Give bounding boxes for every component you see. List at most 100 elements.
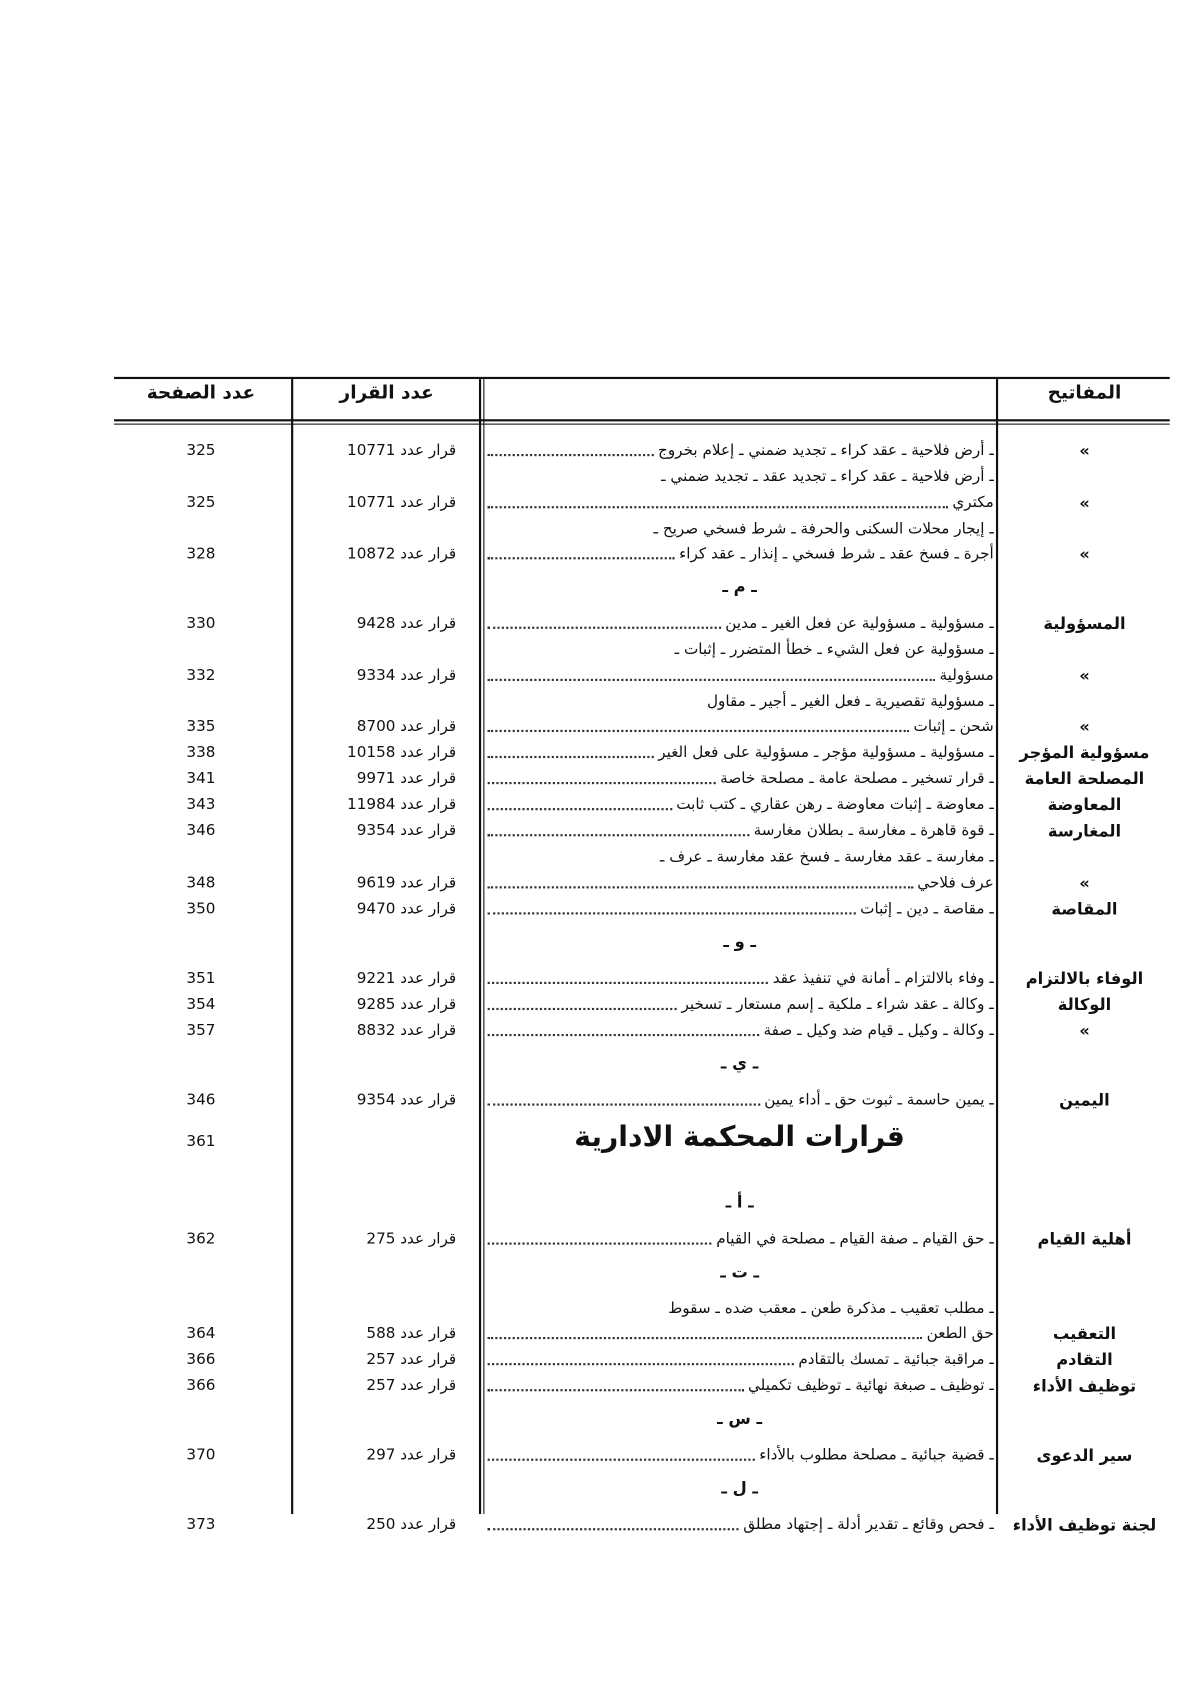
- description-line: عرف فلاحي: [485, 871, 994, 895]
- page-number: 325: [186, 493, 216, 512]
- description-text: أجرة ـ فسخ عقد ـ شرط فسخي ـ إنذار ـ عقد …: [679, 545, 994, 563]
- keyword: المصلحة العامة: [1024, 768, 1145, 789]
- keyword: »: [1079, 492, 1090, 513]
- description-line: ـ إيجار محلات السكنى والحرفة ـ شرط فسخي …: [485, 516, 994, 540]
- section-letter: ـ ل ـ: [721, 1478, 758, 1498]
- description-line: مسؤولية: [485, 663, 994, 687]
- decision-number: قرار عدد 297: [366, 1446, 457, 1465]
- column-rule: [483, 379, 485, 1515]
- decision-number: قرار عدد 9428: [356, 614, 457, 633]
- description-line: ـ أرض فلاحية ـ عقد كراء ـ تجديد عقد ـ تج…: [485, 465, 994, 489]
- decision-number: قرار عدد 8700: [356, 717, 457, 736]
- description-text: ـ مراقبة جبائية ـ تمسك بالتقادم: [798, 1351, 994, 1369]
- column-rule: [291, 379, 294, 1515]
- decision-number: قرار عدد 9221: [356, 969, 457, 987]
- description-line: ـ مسؤولية ـ مسؤولية عن فعل الغير ـ مدين: [485, 611, 994, 635]
- page-number: 364: [186, 1325, 216, 1343]
- description-line: حق الطعن: [485, 1322, 994, 1346]
- decision-number: قرار عدد 9470: [356, 899, 457, 918]
- section-letter: ـ ت ـ: [720, 1261, 760, 1282]
- description-text: ـ أرض فلاحية ـ عقد كراء ـ تجديد عقد ـ تج…: [661, 468, 994, 486]
- dot-leader: [487, 1018, 760, 1036]
- dot-leader: [487, 439, 654, 457]
- description-line: ـ وكالة ـ وكيل ـ قيام ضد وكيل ـ صفة: [485, 1018, 994, 1042]
- description-line: ـ أرض فلاحية ـ عقد كراء ـ تجديد ضمني ـ إ…: [485, 439, 994, 463]
- dot-leader: [487, 1348, 794, 1366]
- page-number: 335: [186, 717, 216, 736]
- description-text: ـ مطلب تعقيب ـ مذكرة طعن ـ معقب ضده ـ سق…: [668, 1299, 994, 1317]
- description-line: ـ فحص وقائع ـ تقدير أدلة ـ إجتهاد مطلق: [485, 1513, 994, 1537]
- description-text: ـ معاوضة ـ إثبات معاوضة ـ رهن عقاري ـ كت…: [676, 796, 994, 814]
- description-line: ـ معاوضة ـ إثبات معاوضة ـ رهن عقاري ـ كت…: [485, 793, 994, 817]
- dot-leader: [487, 871, 913, 888]
- page-number: 370: [186, 1446, 216, 1465]
- decision-number: قرار عدد 9354: [356, 822, 457, 840]
- dot-leader: [487, 1513, 739, 1531]
- dot-leader: [487, 992, 678, 1010]
- description-line: ـ قضية جبائية ـ مصلحة مطلوب بالأداء: [485, 1443, 994, 1467]
- decision-number: قرار عدد 250: [366, 1516, 457, 1534]
- decision-number: قرار عدد 8832: [356, 1021, 457, 1039]
- description-text: ـ مسؤولية تقصيرية ـ فعل الغير ـ أجير ـ م…: [706, 692, 994, 710]
- page-number: 354: [186, 995, 216, 1013]
- decision-number: قرار عدد 9354: [356, 1090, 457, 1109]
- decision-number: قرار عدد 11984: [347, 796, 457, 814]
- page-number: 366: [186, 1377, 216, 1395]
- description-text: ـ وكالة ـ وكيل ـ قيام ضد وكيل ـ صفة: [763, 1021, 994, 1039]
- description-line: ـ يمين حاسمة ـ ثبوت حق ـ أداء يمين: [485, 1088, 994, 1112]
- description-line: ـ مسؤولية ـ مسؤولية مؤجر ـ مسؤولية على ف…: [485, 741, 994, 765]
- description-text: ـ حق القيام ـ صفة القيام ـ مصلحة في القي…: [716, 1230, 994, 1248]
- dot-leader: [487, 715, 910, 733]
- page-number: 325: [186, 442, 216, 460]
- page-number: 346: [186, 822, 216, 840]
- keyword: الوفاء بالالتزام: [1025, 968, 1144, 988]
- keyword: سير الدعوى: [1036, 1445, 1133, 1466]
- decision-number: قرار عدد 10771: [347, 442, 457, 460]
- page-number: 328: [186, 545, 216, 563]
- decision-number: قرار عدد 10872: [347, 545, 457, 563]
- keyword: »: [1079, 1020, 1090, 1040]
- decision-number: قرار عدد 9334: [356, 666, 457, 684]
- section-letter: ـ و ـ: [723, 931, 756, 951]
- page-number: 348: [186, 873, 216, 892]
- description-text: مكتري: [952, 493, 994, 512]
- description-line: مكتري: [485, 490, 994, 514]
- header-rule: [114, 423, 1170, 425]
- page-number: 373: [186, 1516, 216, 1534]
- description-text: ـ قرار تسخير ـ مصلحة عامة ـ مصلحة خاصة: [720, 770, 994, 788]
- dot-leader: [487, 542, 675, 560]
- column-rule: [995, 379, 999, 1515]
- keyword: توظيف الأداء: [1032, 1376, 1137, 1396]
- column-rule: [478, 379, 482, 1515]
- dot-leader: [487, 1322, 923, 1340]
- keyword: المقاصة: [1051, 898, 1118, 919]
- page-number: 350: [186, 899, 216, 918]
- description-line: ـ مغارسة ـ عقد مغارسة ـ فسخ عقد مغارسة ـ…: [485, 845, 994, 869]
- description-text: ـ توظيف ـ صبغة نهائية ـ توظيف تكميلي: [748, 1377, 994, 1395]
- dot-leader: [487, 1227, 712, 1245]
- keyword: »: [1079, 665, 1090, 685]
- description-text: عرف فلاحي: [917, 873, 994, 892]
- description-text: حق الطعن: [926, 1325, 994, 1343]
- dot-leader: [487, 793, 672, 811]
- keyword: المسؤولية: [1043, 613, 1126, 634]
- decision-number: قرار عدد 257: [366, 1351, 457, 1369]
- decision-number: قرار عدد 275: [366, 1230, 457, 1248]
- description-text: مسؤولية: [939, 666, 994, 684]
- keyword: الوكالة: [1057, 994, 1112, 1014]
- keyword: »: [1079, 872, 1090, 893]
- page-number: 366: [186, 1351, 216, 1369]
- description-text: ـ أرض فلاحية ـ عقد كراء ـ تجديد ضمني ـ إ…: [658, 442, 994, 460]
- description-line: ـ قرار تسخير ـ مصلحة عامة ـ مصلحة خاصة: [485, 767, 994, 791]
- description-line: ـ قوة قاهرة ـ مغارسة ـ بطلان مغارسة: [485, 819, 994, 843]
- keyword: لجنة توظيف الأداء: [1012, 1515, 1157, 1535]
- page-number: 338: [186, 743, 216, 762]
- decision-number: قرار عدد 9971: [356, 770, 457, 788]
- decision-number: قرار عدد 588: [366, 1325, 457, 1343]
- section-letter: ـ أ ـ: [725, 1191, 754, 1212]
- description-line: ـ مقاصة ـ دين ـ إثبات: [485, 897, 994, 921]
- dot-leader: [487, 741, 654, 759]
- description-line: ـ مسؤولية تقصيرية ـ فعل الغير ـ أجير ـ م…: [485, 689, 994, 713]
